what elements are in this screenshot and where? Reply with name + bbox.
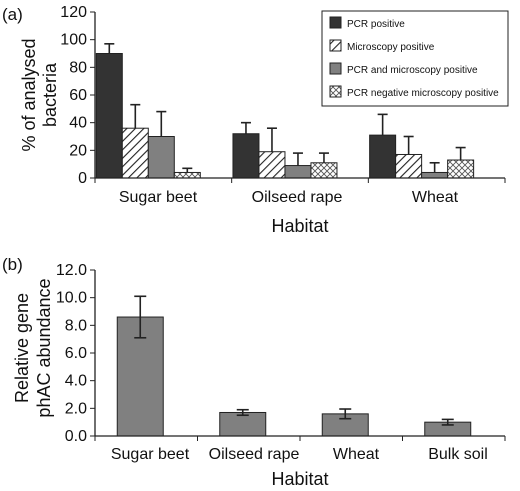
panel-b-ytick-label: 4.0 [65,373,87,390]
panel-a-bar [147,136,175,179]
panel-b-ylabel-line1: Relative gene [12,293,32,403]
panel-a-bar [121,127,149,179]
panel-a-bar [447,159,475,179]
panel-a-bar [232,133,260,179]
panel-a-ytick-label: 100 [60,32,87,49]
panel-b-bars [116,295,472,437]
panel-b-category-label: Oilseed rape [209,446,300,463]
panel-b-axes [94,270,506,441]
panel-b-ytick-label: 8.0 [65,317,87,334]
panel-a-ticks: 0 20 40 60 80 100 120 [60,4,95,187]
panel-b-ytick-label: 12.0 [56,262,87,279]
legend-entry: PCR negative microscopy positive [347,88,499,99]
panel-b-category-label: Sugar beet [111,446,190,463]
panel-b-ylabel-line2: phAC abundance [34,278,54,417]
panel-a-ytick-label: 120 [60,4,87,21]
panel-a-bar [369,134,397,179]
panel-a-ytick-label: 0 [78,170,87,187]
panel-b-ticks: 0.0 2.0 4.0 6.0 8.0 10.0 12.0 [56,262,95,445]
legend-swatch [329,62,342,75]
panel-a-bar [421,171,449,179]
panel-a: (a) % of analysed bacteria 0 20 40 60 80 100 1… [2,4,509,236]
panel-a-ylabel-line2: bacteria [40,62,60,127]
panel-b-category-label: Bulk soil [428,446,488,463]
panel-a-axes [94,12,506,183]
panel-a-bar [95,53,123,179]
legend-swatch [329,85,342,98]
panel-a-ytick-label: 60 [69,87,87,104]
panel-a-bar [284,165,312,179]
panel-b-ytick-label: 6.0 [65,345,87,362]
panel-b-category-label: Wheat [333,446,380,463]
panel-a-bar [310,162,338,179]
legend-entry: Microscopy positive [347,42,435,53]
panel-a-bar [395,153,423,179]
legend-swatch [329,39,342,52]
panel-b-ytick-label: 10.0 [56,290,87,307]
panel-a-ytick-label: 40 [69,115,87,132]
panel-b-ytick-label: 0.0 [65,428,87,445]
panel-a-xlabel: Habitat [271,216,328,236]
panel-b-ytick-label: 2.0 [65,400,87,417]
panel-a-category-label: Sugar beet [119,189,198,206]
panel-a-bar [173,171,201,179]
panel-b-categories: Sugar beet Oilseed rape Wheat Bulk soil [111,446,488,463]
legend-entry: PCR and microscopy positive [347,65,478,76]
panel-a-category-label: Wheat [412,189,459,206]
legend-swatch [329,16,342,29]
panel-a-categories: Sugar beet Oilseed rape Wheat [119,189,459,206]
panel-a-ylabel-line1: % of analysed [19,38,39,151]
panel-b-label: (b) [2,255,23,274]
legend-entry: PCR positive [347,19,405,30]
panel-a-ytick-label: 80 [69,59,87,76]
panel-a-ytick-label: 20 [69,142,87,159]
panel-b: (b) Relative gene phAC abundance 0.0 2.0 4… [2,255,506,489]
panel-b-xlabel: Habitat [271,469,328,489]
panel-a-category-label: Oilseed rape [252,189,343,206]
panel-a-label: (a) [2,5,23,24]
panel-a-bar [258,151,286,179]
panel-a-legend: PCR positive Microscopy positive PCR and m… [321,10,509,107]
